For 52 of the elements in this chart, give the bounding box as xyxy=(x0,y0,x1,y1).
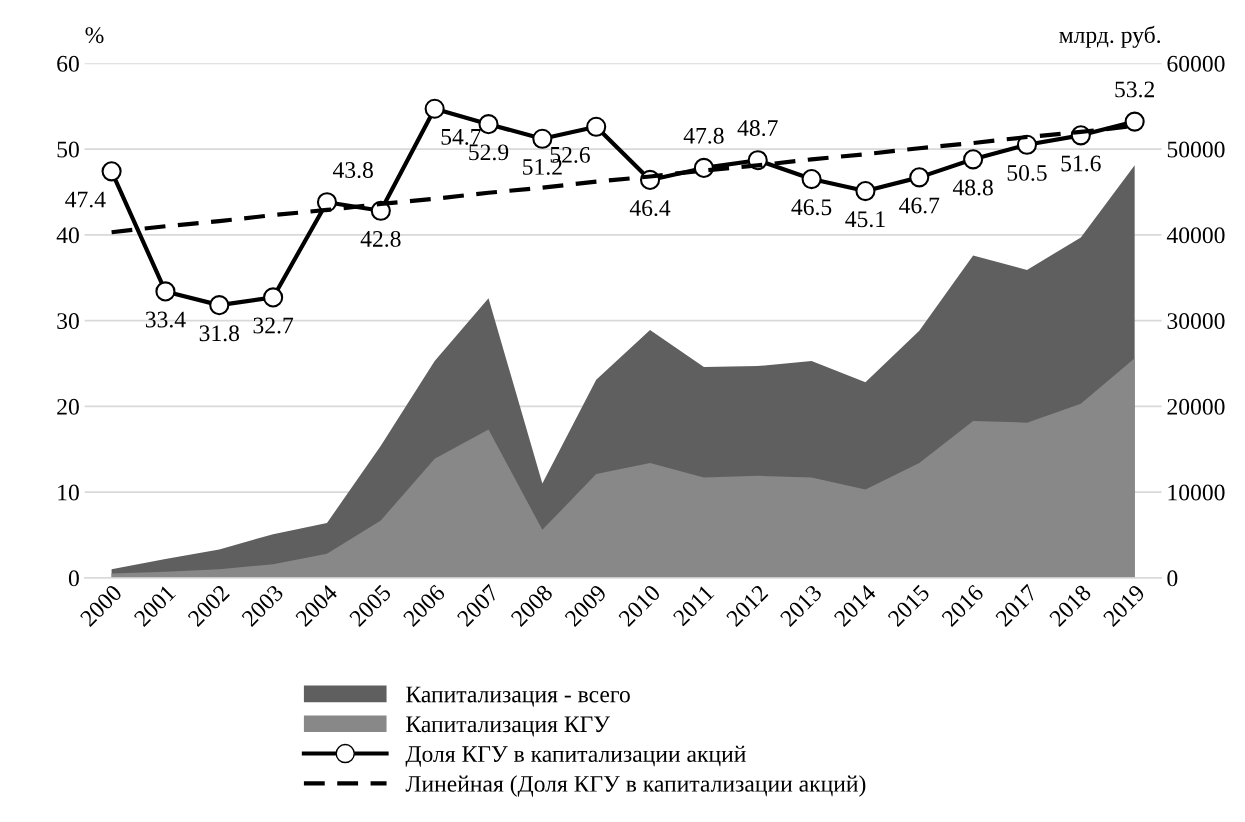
data-label: 47.8 xyxy=(683,127,724,144)
point xyxy=(909,167,930,188)
data-label: 33.4 xyxy=(145,311,186,328)
point xyxy=(963,149,984,170)
y-tick-label: 50 xyxy=(57,141,79,158)
point xyxy=(424,98,445,119)
data-label: 43.8 xyxy=(332,162,373,179)
legend-label: Капитализация - всего xyxy=(406,686,630,707)
point xyxy=(1124,111,1145,132)
y2-axis-title: млрд. руб. xyxy=(1059,25,1161,48)
data-label: 48.7 xyxy=(737,120,778,137)
y-tick-label: 30 xyxy=(57,313,79,329)
y2-tick-label: 30000 xyxy=(1167,313,1225,329)
y2-tick-label: 10000 xyxy=(1168,484,1225,501)
data-label: 53.2 xyxy=(1115,81,1155,98)
data-label: 45.1 xyxy=(845,211,885,228)
data-label: 46.4 xyxy=(629,200,671,217)
point xyxy=(586,116,607,137)
point xyxy=(263,287,284,308)
data-label: 50.5 xyxy=(1007,164,1047,181)
point xyxy=(209,295,230,316)
y2-tick-label: 0 xyxy=(1167,570,1178,587)
data-label: 46.7 xyxy=(899,197,940,214)
point xyxy=(855,181,876,202)
y-tick-label: 0 xyxy=(68,570,79,587)
y-tick-label: 40 xyxy=(56,227,79,244)
data-label: 46.5 xyxy=(791,199,832,216)
data-label: 52.9 xyxy=(469,144,509,161)
data-label: 54.7 xyxy=(441,129,481,145)
point xyxy=(155,281,176,302)
data-label: 48.8 xyxy=(952,179,993,196)
y2-tick-label: 50000 xyxy=(1167,141,1225,158)
data-label: 51.6 xyxy=(1061,155,1101,172)
y-tick-label: 60 xyxy=(57,55,79,72)
legend-label: Капитализация КГУ xyxy=(406,716,610,737)
legend-label: Линейная (Доля КГУ в капитализации акций) xyxy=(405,775,866,797)
data-label: 42.8 xyxy=(360,230,401,247)
x-tick-label: 2011 xyxy=(672,584,715,627)
point xyxy=(801,169,822,190)
y-tick-label: 10 xyxy=(58,484,79,501)
y-axis-title: % xyxy=(85,27,104,44)
data-label: 31.8 xyxy=(199,325,240,342)
y2-tick-label: 20000 xyxy=(1167,398,1225,415)
data-label: 47.4 xyxy=(65,191,106,208)
point xyxy=(693,157,714,178)
point xyxy=(101,161,122,182)
legend-label: Доля КГУ в капитализации акций xyxy=(405,745,746,767)
y2-tick-label: 40000 xyxy=(1166,227,1225,244)
point xyxy=(532,128,553,149)
y-tick-label: 20 xyxy=(57,398,79,415)
y2-tick-label: 60000 xyxy=(1167,55,1225,72)
data-label: 32.7 xyxy=(253,317,294,334)
